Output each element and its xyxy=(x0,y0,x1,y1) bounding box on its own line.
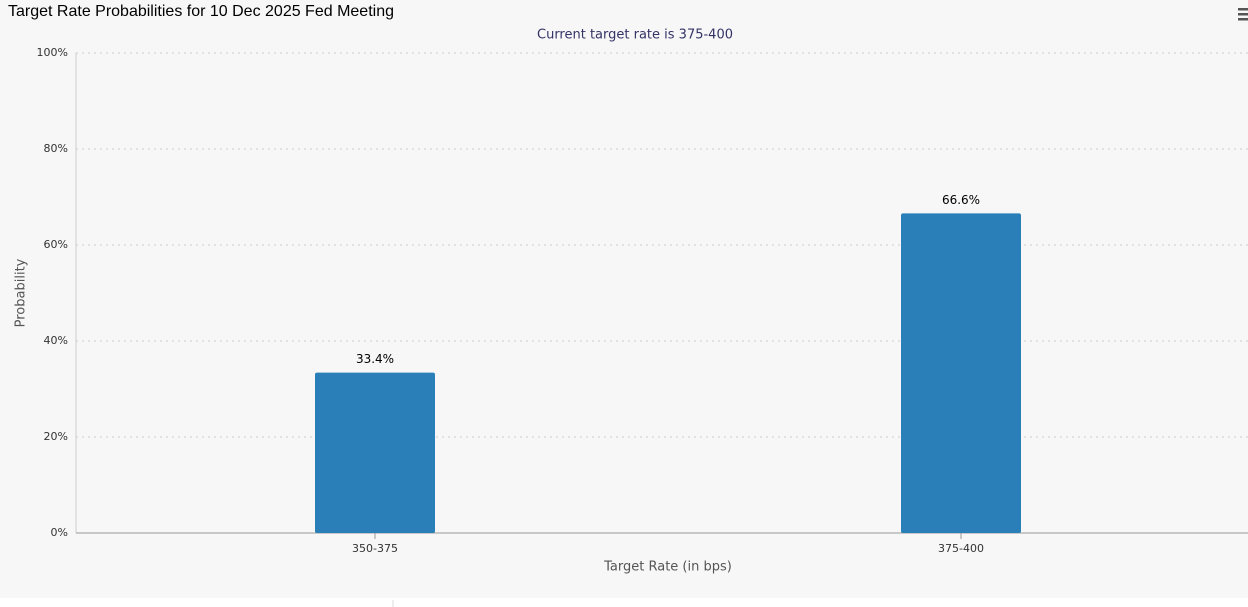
x-tick-label: 350-375 xyxy=(352,542,398,555)
y-tick-label: 80% xyxy=(44,142,68,155)
chart-subtitle: Current target rate is 375-400 xyxy=(537,28,733,43)
menu-bar xyxy=(1238,18,1248,21)
y-axis-title: Probability xyxy=(14,258,29,327)
x-axis-title: Target Rate (in bps) xyxy=(603,560,732,575)
data-label: 33.4% xyxy=(356,352,394,366)
menu-icon[interactable] xyxy=(1238,8,1248,21)
chart-title: Target Rate Probabilities for 10 Dec 202… xyxy=(8,3,394,20)
bar xyxy=(901,213,1021,533)
x-tick-label: 375-400 xyxy=(938,542,984,555)
menu-bar xyxy=(1238,13,1248,16)
menu-bar xyxy=(1238,8,1248,11)
y-tick-label: 60% xyxy=(44,238,68,251)
y-tick-label: 0% xyxy=(51,526,68,539)
data-label: 66.6% xyxy=(942,193,980,207)
y-tick-label: 20% xyxy=(44,430,68,443)
y-tick-label: 40% xyxy=(44,334,68,347)
bar xyxy=(315,372,435,533)
y-tick-label: 100% xyxy=(37,46,68,59)
